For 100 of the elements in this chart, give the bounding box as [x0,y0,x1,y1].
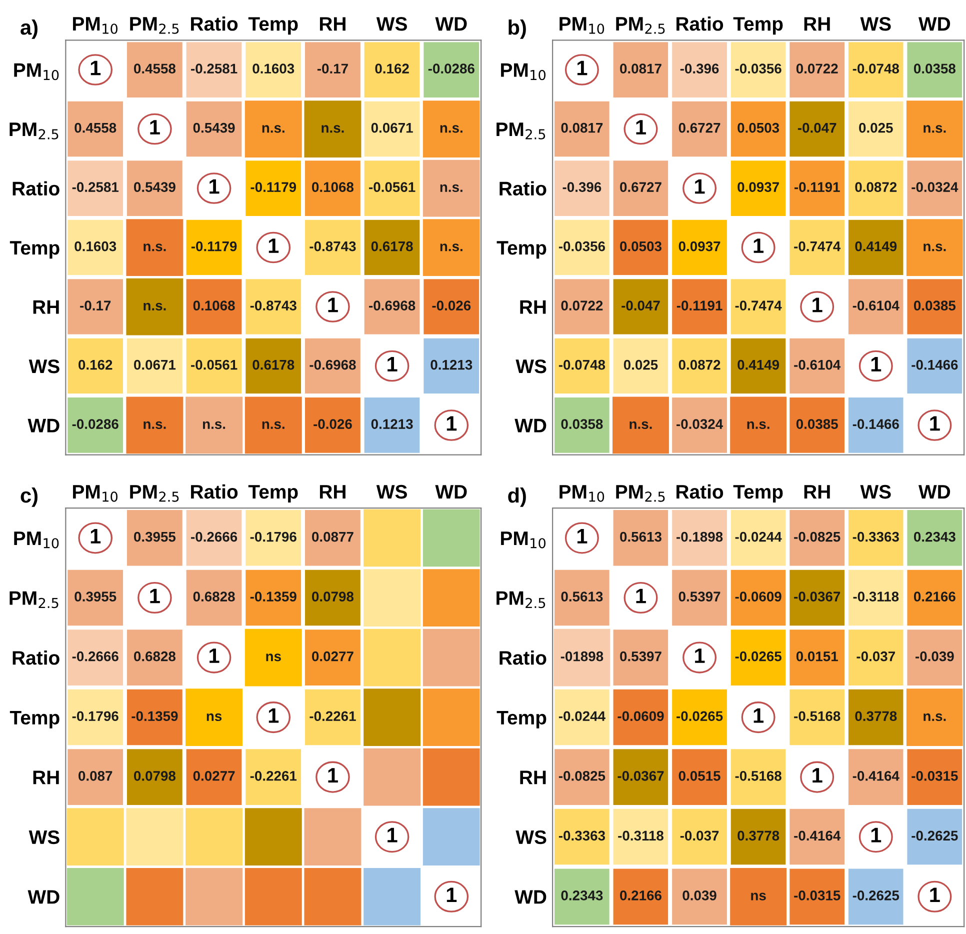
text: n.s. [144,302,166,310]
x-tick-label: WD [918,485,950,499]
data-label: 1 [388,828,398,842]
data-label: 0.6828 [193,592,235,602]
data-label: -0.1796 [250,532,296,542]
data-label: -0.0244 [558,711,606,722]
y-tick-label: PM$_{2.5}$ [10,122,58,140]
data-label: -0.2625 [852,890,900,900]
y-tick-label: WD [28,418,60,432]
data-label: -0.0561 [191,360,238,370]
data-label: 0.5397 [620,651,662,662]
data-label: 0.0671 [134,360,176,370]
data-label: -0.0324 [912,182,958,192]
data-label: 0.2166 [914,592,956,602]
data-label: 1 [446,416,457,431]
text: n.s. [144,421,166,429]
x-tick-label: Temp [733,485,783,503]
data-label: 1 [930,888,940,902]
text: n.s. [747,421,770,429]
data-label: 1 [812,768,822,782]
y-tick-label: PM$_{10}$ [501,532,546,548]
data-label: -0.17 [317,64,348,74]
text: -01898 [560,651,604,662]
data-label: -0.2666 [191,532,238,542]
data-label: 1 [871,357,882,372]
data-label: -0.0609 [735,592,782,602]
data-label: -0.0324 [676,419,724,429]
y-tick-label: WS [516,359,546,374]
data-label: -0.0265 [676,711,723,722]
data-label: 1 [90,529,101,544]
text: n.s. [202,421,226,429]
data-label: -0.1466 [912,360,958,370]
data-label: 1 [754,238,764,253]
y-tick-label: PM$_{10}$ [14,532,59,548]
text: ns [751,892,766,900]
text: n.s. [322,125,344,133]
data-label: -0.037 [680,830,719,841]
data-label: 0.1213 [430,360,472,370]
data-label: 1 [930,416,940,431]
y-tick-label: Ratio [500,650,546,665]
data-label: -0.0244 [735,532,782,542]
data-label: 0.0798 [312,592,354,602]
x-tick-label: Ratio [676,484,724,499]
data-label: -0.5168 [735,770,782,781]
y-tick-label: PM$_{10}$ [501,63,546,80]
x-tick-label: PM$_{10}$ [73,485,118,502]
data-label: 0.0503 [620,241,662,252]
data-label: -0.1179 [191,241,237,252]
data-label: -0.0748 [852,64,900,74]
x-tick-label: WS [860,484,891,499]
x-tick-label: RH [320,485,346,499]
data-label: 0.0877 [312,532,354,542]
data-label: 0.2343 [561,890,603,900]
text: n.s. [144,244,166,252]
y-tick-label: PM$_{10}$ [14,63,59,80]
x-tick-label: PM$_{10}$ [560,485,604,502]
x-tick-label: WS [376,16,407,31]
data-label: -0.4164 [794,830,841,841]
x-tick-label: WD [435,485,467,499]
data-label: -0.17 [80,300,111,310]
data-label: 1 [328,768,338,782]
data-label: 0.6178 [371,241,413,252]
data-label: -0.0356 [735,64,782,74]
data-label: -0.1359 [132,711,178,722]
data-label: -0.2581 [72,182,119,192]
x-tick-label: WS [376,484,407,499]
data-label: 0.6727 [620,182,662,192]
data-label: 0.0872 [855,182,897,192]
data-label: -0.0356 [558,241,605,252]
y-tick-label: Temp [496,241,546,259]
data-label: 1 [812,298,822,312]
x-tick-label: PM$_{2.5}$ [130,17,179,34]
data-label: 0.025 [859,122,893,133]
data-label: 1 [695,648,705,663]
y-tick-label: WD [28,890,60,904]
data-label: 0.4149 [738,360,780,370]
data-label: 0.087 [78,770,112,781]
data-label: 0.1603 [74,241,116,252]
data-label: 0.6178 [252,360,294,370]
data-label: -0.0286 [72,419,118,429]
data-label: 0.3955 [134,532,176,542]
data-label: 0.0722 [561,300,603,310]
data-label: -0.026 [314,419,352,429]
text: n.s. [924,125,946,133]
data-label: -0.0265 [735,651,782,662]
data-label: -0.1179 [250,182,296,192]
data-label: 1 [150,120,160,134]
data-label: -0.3118 [853,592,899,602]
chart-title: d) [508,487,526,507]
x-tick-label: Ratio [191,16,238,31]
data-label: 0.0937 [738,182,779,192]
data-label: -0.1359 [250,592,296,602]
x-tick-label: WD [918,17,950,31]
x-tick-label: Ratio [191,484,238,499]
text: ns [266,654,281,662]
data-label: 1 [636,588,646,604]
data-label: -0.2666 [72,651,118,662]
data-label: -0.047 [622,300,660,310]
y-tick-label: Temp [10,710,60,728]
text: n.s. [630,421,652,429]
